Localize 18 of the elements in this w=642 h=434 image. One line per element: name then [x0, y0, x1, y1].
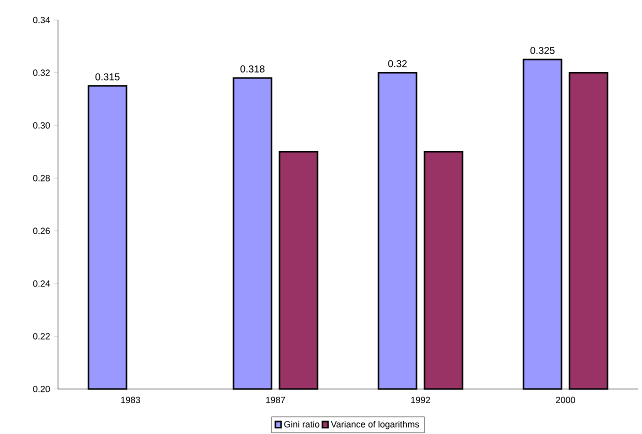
x-tick-label: 2000 [556, 396, 576, 404]
data-label: 0.315 [95, 73, 120, 80]
legend-label: Gini ratio [284, 420, 320, 428]
x-tick-label: 1983 [121, 396, 140, 404]
x-tick-label: 1987 [266, 396, 286, 404]
data-label: 0.32 [388, 60, 407, 68]
y-tick-label: 0.20 [33, 386, 50, 392]
x-tick-label: 1992 [411, 396, 430, 404]
y-tick-label: 0.32 [33, 70, 50, 76]
legend-label: Variance of logarithms [330, 420, 420, 430]
data-label: 0.318 [240, 65, 265, 72]
y-tick-label: 0.34 [33, 16, 50, 24]
y-tick-label: 0.30 [33, 122, 50, 129]
y-tick-label: 0.22 [33, 333, 50, 340]
y-tick-label: 0.24 [33, 280, 50, 287]
y-tick-label: 0.28 [33, 174, 50, 182]
data-label: 0.325 [530, 46, 555, 54]
y-tick-label: 0.26 [33, 228, 50, 234]
